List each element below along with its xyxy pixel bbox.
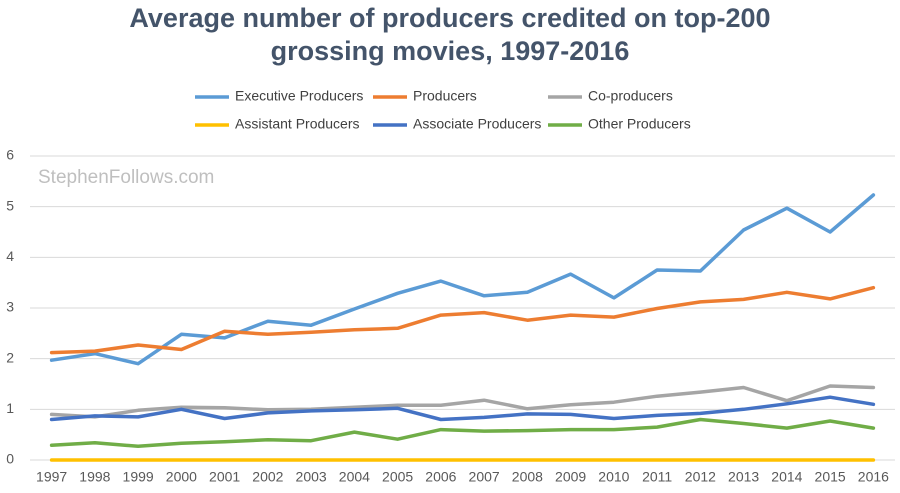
- y-tick-label: 0: [6, 451, 14, 467]
- x-tick-label: 2003: [296, 469, 327, 485]
- x-tick-label: 2011: [642, 469, 672, 485]
- legend-label: Other Producers: [588, 116, 691, 132]
- x-tick-label: 2014: [771, 469, 802, 485]
- x-tick-label: 2000: [166, 469, 197, 485]
- x-tick-label: 2016: [858, 469, 889, 485]
- y-tick-label: 5: [6, 197, 14, 213]
- y-tick-label: 3: [6, 299, 14, 315]
- x-tick-label: 2012: [685, 469, 716, 485]
- y-tick-label: 2: [6, 349, 14, 365]
- x-tick-label: 2010: [598, 469, 629, 485]
- x-tick-label: 2013: [728, 469, 759, 485]
- x-tick-label: 2005: [382, 469, 413, 485]
- line-series: [49, 193, 876, 366]
- y-tick-label: 4: [6, 248, 14, 264]
- x-tick-label: 2001: [209, 469, 240, 485]
- x-tick-label: 1999: [123, 469, 154, 485]
- line-series: [49, 417, 876, 449]
- legend-label: Co-producers: [588, 88, 673, 104]
- x-tick-label: 2004: [339, 469, 370, 485]
- y-tick-label: 6: [6, 147, 14, 163]
- legend-label: Assistant Producers: [235, 116, 360, 132]
- x-tick-label: 1997: [36, 469, 67, 485]
- watermark: StephenFollows.com: [38, 167, 214, 188]
- x-tick-label: 2008: [512, 469, 543, 485]
- chart-title: grossing movies, 1997-2016: [271, 36, 630, 66]
- line-series: [49, 285, 876, 355]
- y-tick-label: 1: [6, 400, 14, 416]
- x-tick-label: 2007: [469, 469, 500, 485]
- x-tick-label: 2009: [555, 469, 586, 485]
- x-tick-label: 2015: [815, 469, 846, 485]
- x-tick-label: 2002: [252, 469, 283, 485]
- line-series: [49, 384, 876, 419]
- x-tick-label: 1998: [79, 469, 110, 485]
- chart-title: Average number of producers credited on …: [129, 3, 770, 33]
- legend-label: Associate Producers: [413, 116, 541, 132]
- x-tick-label: 2006: [425, 469, 456, 485]
- line-series: [49, 395, 876, 422]
- legend-label: Producers: [413, 88, 477, 104]
- legend-label: Executive Producers: [235, 88, 363, 104]
